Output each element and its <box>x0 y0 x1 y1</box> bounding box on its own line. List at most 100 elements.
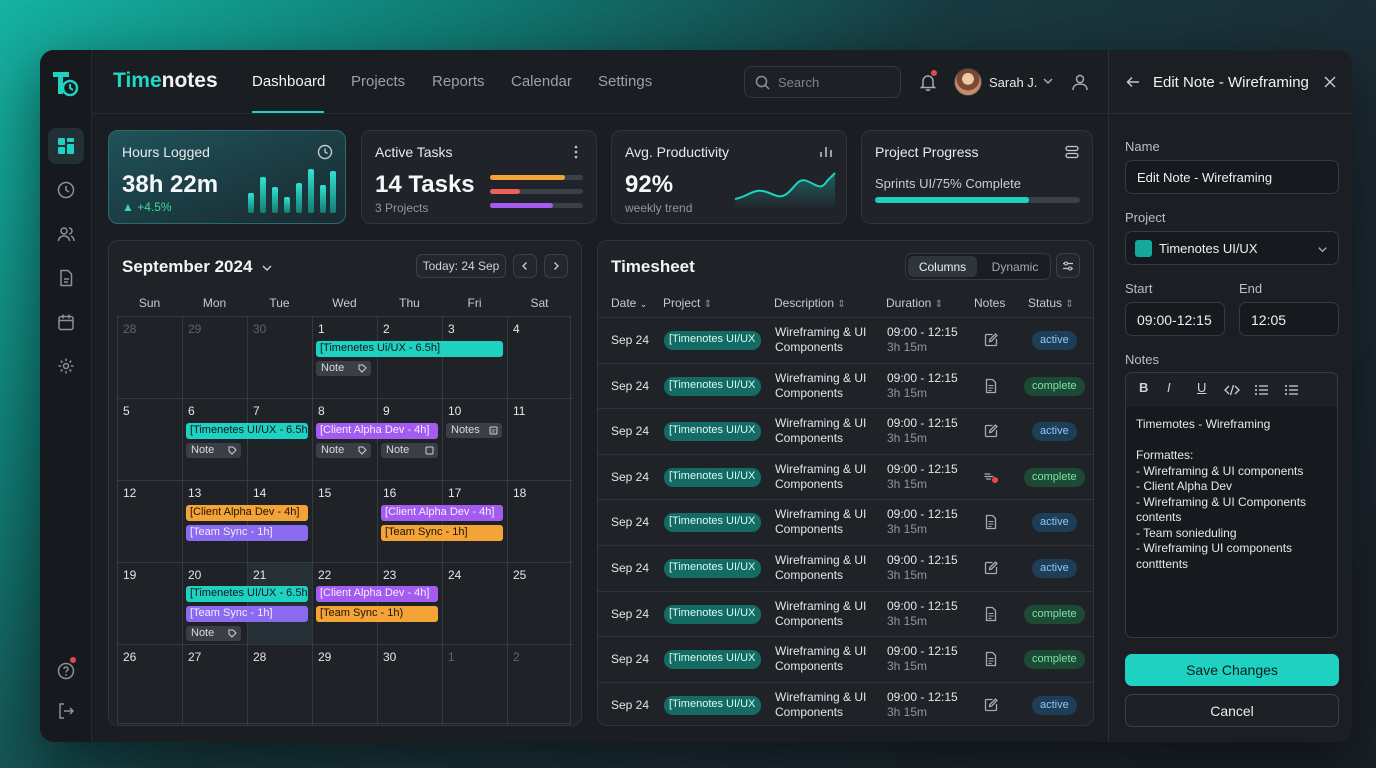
calendar-day-cell[interactable]: 2 <box>508 645 573 725</box>
calendar-day-cell[interactable]: 13 <box>183 481 248 563</box>
calendar-event[interactable]: [Client Alpha Dev - 4h] <box>186 505 308 521</box>
project-pill[interactable]: [Timenotes UI/UX <box>664 467 762 487</box>
calendar-event[interactable]: [Team Sync - 1h) <box>316 606 438 622</box>
table-row[interactable]: Sep 24 [Timenotes UI/UX Wireframing & UI C… <box>598 590 1094 637</box>
bold-button[interactable]: B <box>1139 380 1149 395</box>
attachment-icon[interactable] <box>983 469 999 485</box>
users-icon[interactable] <box>48 216 84 252</box>
project-pill[interactable]: [Timenotes UI/UX <box>664 331 762 350</box>
column-header-duration[interactable]: Duration ⇕ <box>886 296 944 310</box>
nav-dashboard[interactable]: Dashboard <box>252 73 326 90</box>
filter-settings-button[interactable] <box>1056 253 1080 278</box>
calendar-event[interactable]: [Client Alpha Dev - 4h] <box>381 505 503 521</box>
project-pill[interactable]: [Timenotes UI/UX <box>664 513 762 533</box>
calendar-day-cell[interactable]: 18 <box>508 481 573 563</box>
calendar-day-cell[interactable]: 6 <box>183 399 248 481</box>
calendar-event[interactable]: [Client Alpha Dev - 4h] <box>316 586 438 602</box>
document-icon[interactable] <box>983 651 999 667</box>
bell-icon[interactable] <box>919 70 937 92</box>
table-row[interactable]: Sep 24 [Timenotes UI/UX Wireframing & UI C… <box>598 408 1094 454</box>
prev-month-button[interactable] <box>513 254 537 278</box>
notes-editor[interactable]: Timemotes - Wireframing Formattes: - Wir… <box>1125 407 1338 638</box>
name-field[interactable]: Edit Note - Wireframing <box>1125 160 1339 194</box>
calendar-day-cell[interactable]: 21 <box>248 563 313 645</box>
bullet-list-icon[interactable] <box>1284 383 1299 397</box>
calendar-event[interactable]: [Client Alpha Dev - 4h] <box>316 423 438 439</box>
table-row[interactable]: Sep 24 [Timenotes UI/UX Wireframing & UI C… <box>598 453 1094 500</box>
calendar-day-cell[interactable]: 14 <box>248 481 313 563</box>
calendar-day-cell[interactable]: 22 <box>313 563 378 645</box>
project-pill[interactable]: [Timenotes UI/UX <box>664 422 762 442</box>
calendar-day-cell[interactable]: 24 <box>443 563 508 645</box>
notes-chip[interactable]: Notes <box>446 423 502 438</box>
calendar-day-cell[interactable]: 4 <box>508 317 573 399</box>
back-arrow-icon[interactable] <box>1125 74 1141 90</box>
save-changes-button[interactable]: Save Changes <box>1125 654 1339 686</box>
table-row[interactable]: Sep 24 [Timenotes UI/UX Wireframing & UI C… <box>598 636 1094 682</box>
calendar-day-cell[interactable]: 8 <box>313 399 378 481</box>
help-icon[interactable] <box>48 653 84 689</box>
calendar-day-cell[interactable]: 28 <box>118 317 183 399</box>
calendar-day-cell[interactable]: 20 <box>183 563 248 645</box>
file-icon[interactable] <box>48 260 84 296</box>
calendar-event[interactable]: [Timenetes UI/UX - 6.5h] <box>186 423 308 439</box>
avatar[interactable] <box>954 68 982 96</box>
table-row[interactable]: Sep 24 [Timenotes UI/UX Wireframing & UI C… <box>598 499 1094 545</box>
calendar-day-cell[interactable]: 2 <box>378 317 443 399</box>
note-chip[interactable]: Note <box>381 443 438 458</box>
calendar-day-cell[interactable]: 19 <box>118 563 183 645</box>
code-icon[interactable] <box>1224 383 1240 397</box>
table-row[interactable]: Sep 24 [Timenotes UI/UX Wireframing & UI C… <box>598 317 1094 363</box>
calendar-day-cell[interactable]: 15 <box>313 481 378 563</box>
calendar-day-cell[interactable]: 30 <box>378 645 443 725</box>
note-chip[interactable]: Note <box>316 443 371 458</box>
column-header-description[interactable]: Description ⇕ <box>774 296 846 310</box>
calendar-month-title[interactable]: September 2024 <box>122 257 253 276</box>
calendar-day-cell[interactable]: 17 <box>443 481 508 563</box>
calendar-day-cell[interactable]: 29 <box>183 317 248 399</box>
calendar-day-cell[interactable]: 1 <box>443 645 508 725</box>
nav-projects[interactable]: Projects <box>351 73 406 90</box>
more-options-icon[interactable] <box>568 144 584 160</box>
calendar-day-cell[interactable]: 3 <box>443 317 508 399</box>
calendar-icon[interactable] <box>48 304 84 340</box>
calendar-day-cell[interactable]: 23 <box>378 563 443 645</box>
calendar-day-cell[interactable]: 10 <box>443 399 508 481</box>
calendar-day-cell[interactable]: 9 <box>378 399 443 481</box>
column-header-date[interactable]: Date ⌄ <box>611 296 648 310</box>
calendar-day-cell[interactable]: 16 <box>378 481 443 563</box>
chevron-down-icon[interactable] <box>1042 74 1054 86</box>
calendar-day-cell[interactable]: 27 <box>183 645 248 725</box>
settings-gear-icon[interactable] <box>48 348 84 384</box>
toggle-dynamic[interactable]: Dynamic <box>991 260 1039 274</box>
calendar-event[interactable]: [Timenetes UI/UX - 6.5h] <box>186 586 308 602</box>
table-row[interactable]: Sep 24 [Timenotes UI/UX Wireframing & UI C… <box>598 681 1094 728</box>
note-chip[interactable]: Note <box>186 443 241 458</box>
column-header-status[interactable]: Status ⇕ <box>1028 296 1074 310</box>
project-select[interactable]: Timenotes UI/UX <box>1125 231 1339 265</box>
edit-icon[interactable] <box>983 332 999 348</box>
calendar-day-cell[interactable]: 26 <box>118 645 183 725</box>
clock-icon[interactable] <box>48 172 84 208</box>
start-time-field[interactable]: 09:00-12:15 <box>1125 302 1225 336</box>
edit-icon[interactable] <box>983 423 999 439</box>
note-chip[interactable]: Note <box>316 361 371 376</box>
project-pill[interactable]: [Timenotes UI/UX <box>664 376 762 396</box>
column-header-project[interactable]: Project ⇕ <box>663 296 713 310</box>
project-pill[interactable]: [Timenotes UI/UX <box>664 559 762 578</box>
edit-icon[interactable] <box>983 560 999 576</box>
calendar-day-cell[interactable]: 12 <box>118 481 183 563</box>
document-icon[interactable] <box>983 378 999 394</box>
project-pill[interactable]: [Timenotes UI/UX <box>664 604 762 624</box>
logout-icon[interactable] <box>48 693 84 729</box>
calendar-day-cell[interactable]: 30 <box>248 317 313 399</box>
calendar-day-cell[interactable]: 5 <box>118 399 183 481</box>
cancel-button[interactable]: Cancel <box>1125 694 1339 727</box>
column-header-notes[interactable]: Notes <box>974 296 1006 310</box>
calendar-event[interactable]: [Timenetes Ui/UX - 6.5h] <box>316 341 503 357</box>
search-input[interactable]: Search <box>744 66 901 98</box>
nav-calendar[interactable]: Calendar <box>511 73 572 90</box>
nav-reports[interactable]: Reports <box>432 73 485 90</box>
underline-button[interactable]: U <box>1197 380 1207 395</box>
calendar-event[interactable]: [Team Sync - 1h] <box>381 525 503 541</box>
